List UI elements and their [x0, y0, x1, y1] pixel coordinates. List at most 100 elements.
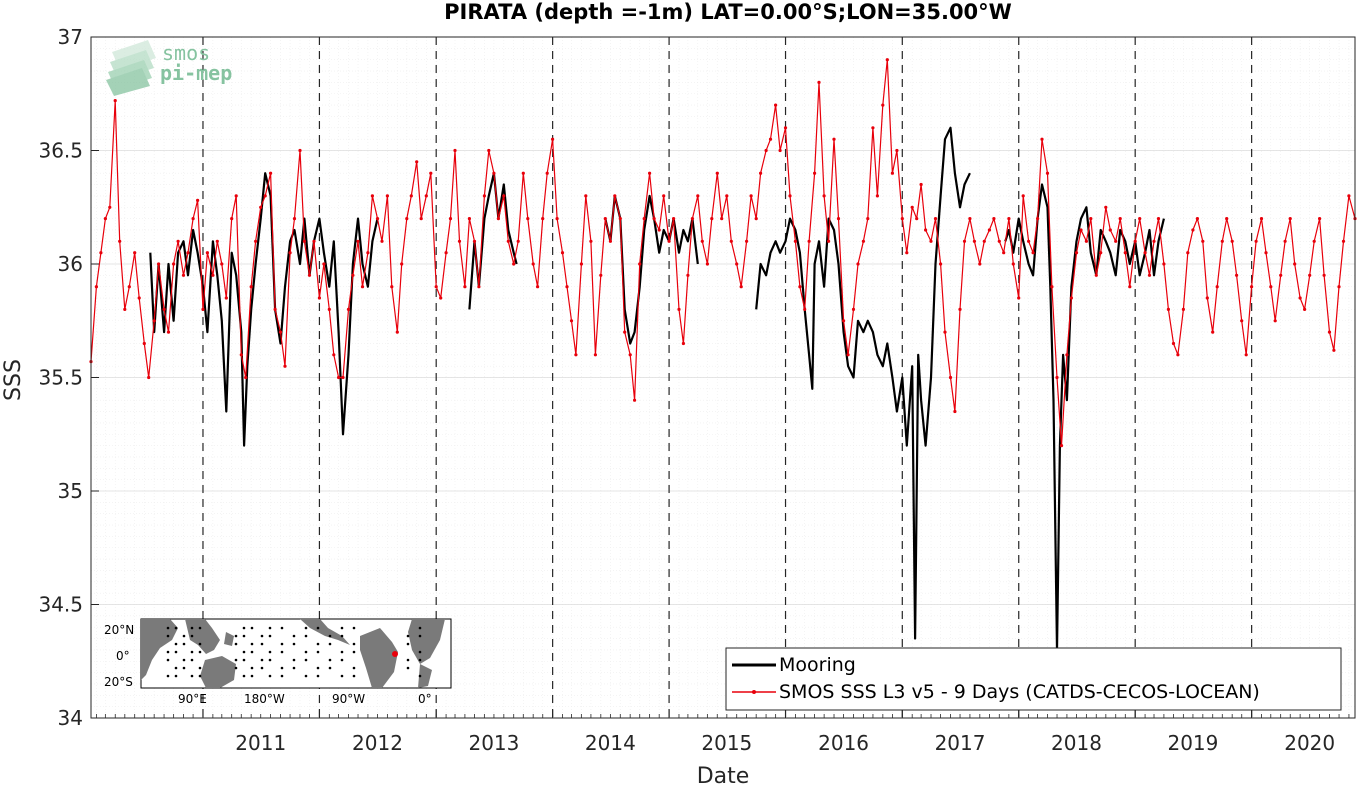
smos-point [778, 148, 782, 153]
x-axis-label: Date [697, 764, 750, 786]
smos-point [472, 239, 477, 243]
smos-point [1171, 341, 1176, 346]
smos-point [278, 330, 283, 334]
smos-point [599, 273, 603, 277]
logo-layers-icon [106, 40, 156, 96]
buoy-dot [328, 658, 332, 662]
buoy-dot [340, 658, 344, 662]
smos-point [633, 398, 637, 402]
smos-point [972, 239, 977, 243]
smos-point [861, 239, 866, 243]
smos-point [332, 353, 336, 357]
smos-point [415, 160, 419, 164]
smos-point [657, 228, 661, 232]
buoy-dot [182, 666, 186, 670]
y-axis-label: SSS [1, 359, 26, 401]
smos-point [890, 171, 895, 175]
buoy-dot [166, 674, 170, 678]
smos-point [400, 262, 404, 266]
buoy-dot [174, 626, 178, 630]
smos-point [467, 217, 471, 221]
buoy-dot [352, 626, 356, 630]
smos-point [1166, 307, 1170, 311]
smos-point [341, 375, 345, 380]
buoy-dot [418, 674, 422, 678]
smos-point [409, 194, 413, 198]
smos-point [230, 217, 234, 221]
smos-point [113, 99, 117, 103]
smos-point [166, 330, 171, 334]
smos-point [1133, 239, 1137, 243]
smos-point [910, 205, 914, 209]
legend-label-smos: SMOS SSS L3 v5 - 9 Days (CATDS-CECOS-LOC… [779, 681, 1260, 703]
buoy-dot [182, 634, 186, 638]
smos-point [817, 80, 821, 84]
smos-point [677, 307, 681, 311]
smos-point [1079, 228, 1083, 232]
smos-point [924, 228, 928, 232]
buoy-dot [234, 634, 238, 638]
smos-point [1176, 353, 1180, 357]
smos-point [477, 285, 481, 289]
smos-point [997, 239, 1001, 243]
smos-point [939, 262, 943, 266]
mooring-line-segment [149, 172, 379, 447]
buoy-dot [190, 626, 194, 630]
smos-point [1104, 205, 1108, 209]
smos-point [239, 353, 243, 357]
smos-series [89, 58, 1357, 448]
buoy-dot [242, 626, 246, 630]
buoy-dot [406, 666, 410, 670]
smos-point [186, 251, 190, 255]
smos-point [690, 217, 695, 221]
mooring-line-segment [755, 126, 971, 640]
smos-point [735, 262, 739, 266]
continents [141, 619, 445, 688]
smos-point [560, 251, 565, 255]
smos-point [1108, 228, 1112, 232]
smos-point [1045, 171, 1050, 175]
smos-point [1123, 251, 1127, 255]
buoy-dot [190, 650, 194, 654]
buoy-dot [340, 626, 344, 630]
logo-text-pimep: pi-mep [160, 61, 232, 85]
smos-point [623, 330, 627, 334]
y-axis-ticks: 34 34.5 35 35.5 36 36.5 37 [38, 25, 99, 730]
buoy-dot [352, 666, 356, 670]
buoy-dot [250, 642, 254, 646]
smos-point [395, 330, 399, 334]
buoy-dot [250, 626, 254, 630]
smos-point [565, 285, 569, 289]
smos-point [739, 285, 743, 289]
smos-point [764, 148, 768, 153]
smos-point [1147, 273, 1152, 277]
inset-location-map: 20°N 0° 20°S 90°E 180°W 90°W 0° [104, 618, 452, 706]
smos-point [142, 341, 146, 346]
buoy-dot [198, 674, 202, 678]
smos-point [642, 217, 646, 221]
smos-point [1007, 217, 1011, 221]
buoy-dot [280, 650, 284, 654]
smos-point [1114, 239, 1118, 243]
smos-point [545, 171, 549, 175]
smos-point [953, 409, 957, 414]
smos-point [1201, 239, 1205, 243]
smos-point [1259, 217, 1264, 221]
smos-point [337, 375, 341, 380]
inset-lon-label-90e: 90°E [178, 692, 207, 706]
smos-point [205, 251, 209, 255]
smos-point [929, 239, 933, 243]
inset-lon-label-180w: 180°W [244, 692, 285, 706]
smos-point [327, 307, 331, 311]
smos-point [1099, 251, 1103, 255]
buoy-dot [268, 626, 272, 630]
smos-point [1254, 239, 1258, 243]
y-tick-label: 37 [58, 25, 83, 49]
buoy-dot [190, 634, 194, 638]
smos-point [608, 239, 613, 243]
buoy-dot [234, 658, 238, 662]
inset-lat-label-20s: 20°S [104, 675, 133, 689]
smos-point [1220, 239, 1224, 243]
smos-point [875, 194, 880, 198]
smos-point [506, 239, 510, 243]
